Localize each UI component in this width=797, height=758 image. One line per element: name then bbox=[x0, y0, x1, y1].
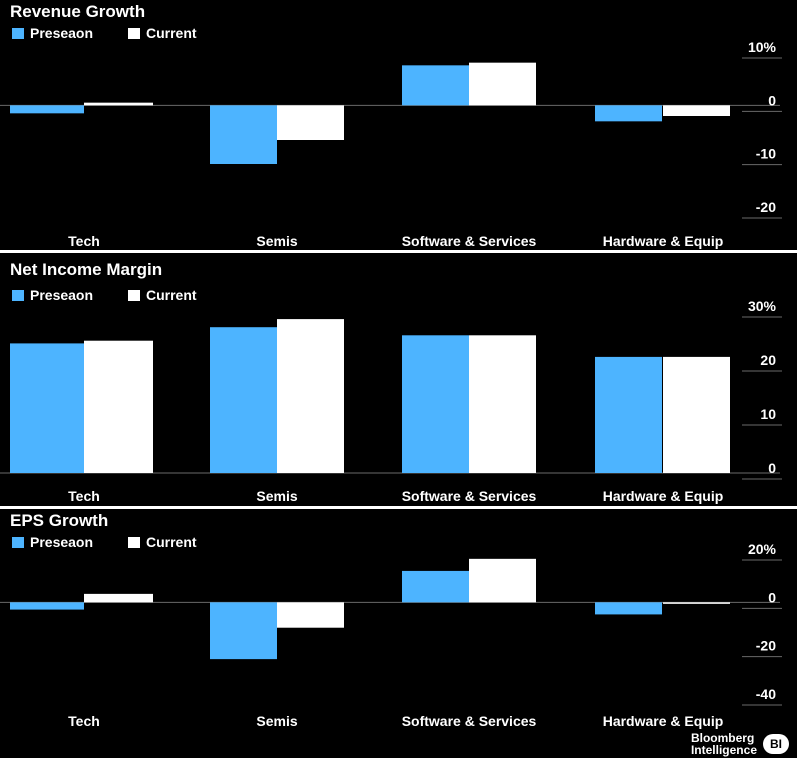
chart-title: EPS Growth bbox=[10, 511, 108, 530]
bar-preseason-0 bbox=[10, 343, 84, 473]
bar-preseason-0 bbox=[10, 105, 84, 114]
y-tick-label: -20 bbox=[756, 638, 776, 654]
y-tick-label: 10% bbox=[748, 39, 777, 55]
category-label: Hardware & Equip bbox=[603, 713, 724, 729]
bar-current-2 bbox=[469, 335, 536, 473]
legend-swatch-preseason bbox=[12, 290, 24, 301]
bar-current-2 bbox=[469, 62, 536, 106]
brand-line-2: Intelligence bbox=[690, 743, 757, 757]
legend-swatch-current bbox=[128, 537, 140, 548]
legend-label-current: Current bbox=[146, 25, 197, 41]
y-tick-label: -40 bbox=[756, 686, 776, 702]
y-tick-label: 30% bbox=[748, 298, 777, 314]
y-tick-label: 10 bbox=[760, 406, 776, 422]
brand-line-1: Bloomberg bbox=[690, 731, 755, 745]
bar-current-1 bbox=[277, 319, 344, 473]
bar-preseason-1 bbox=[210, 327, 277, 473]
bar-preseason-2 bbox=[402, 570, 469, 603]
legend-swatch-preseason bbox=[12, 28, 24, 39]
net-income-margin-panel: Net Income Margin Preseaon Current 30% 20 10 0… bbox=[0, 253, 797, 506]
category-label: Semis bbox=[256, 488, 297, 504]
eps-growth-panel: EPS Growth Preseaon Current 20% 0 -20 -40 Tech S… bbox=[0, 509, 797, 758]
y-tick-label: -10 bbox=[756, 146, 776, 162]
y-tick-label: 20 bbox=[760, 352, 776, 368]
revenue-growth-panel: Revenue Growth Preseaon Current 10% 0 -10 -20 T… bbox=[0, 0, 797, 250]
bar-current-1 bbox=[277, 105, 344, 140]
bar-current-3 bbox=[663, 105, 730, 116]
legend-label-current: Current bbox=[146, 534, 197, 550]
bar-current-0 bbox=[84, 340, 153, 473]
legend-swatch-current bbox=[128, 290, 140, 301]
legend-label-current: Current bbox=[146, 287, 197, 303]
bar-preseason-3 bbox=[595, 356, 662, 473]
category-label: Software & Services bbox=[402, 233, 537, 249]
bar-preseason-2 bbox=[402, 65, 469, 106]
legend-label-preseason: Preseaon bbox=[30, 287, 93, 303]
y-tick-label: -20 bbox=[756, 199, 776, 215]
panel-divider bbox=[0, 250, 797, 253]
net-income-margin-chart: Net Income Margin Preseaon Current 30% 20 10 0… bbox=[0, 260, 782, 504]
chart-title: Net Income Margin bbox=[10, 260, 162, 279]
category-label: Hardware & Equip bbox=[603, 233, 724, 249]
bar-current-0 bbox=[84, 593, 153, 603]
bar-current-1 bbox=[277, 602, 344, 628]
bar-preseason-1 bbox=[210, 105, 277, 164]
panel-divider bbox=[0, 506, 797, 509]
revenue-growth-chart: Revenue Growth Preseaon Current 10% 0 -10 -20 T… bbox=[0, 2, 782, 249]
category-label: Tech bbox=[68, 233, 100, 249]
category-label: Semis bbox=[256, 713, 297, 729]
legend-swatch-current bbox=[128, 28, 140, 39]
category-label: Tech bbox=[68, 713, 100, 729]
bloomberg-intelligence-logo: Bloomberg Intelligence bbox=[691, 732, 757, 756]
bar-preseason-3 bbox=[595, 105, 662, 122]
category-label: Software & Services bbox=[402, 488, 537, 504]
bar-preseason-3 bbox=[595, 602, 662, 615]
chart-title: Revenue Growth bbox=[10, 2, 145, 21]
bar-current-0 bbox=[84, 102, 153, 106]
category-label: Tech bbox=[68, 488, 100, 504]
bar-preseason-0 bbox=[10, 602, 84, 610]
y-tick-label: 20% bbox=[748, 541, 777, 557]
bar-preseason-1 bbox=[210, 602, 277, 660]
category-label: Hardware & Equip bbox=[603, 488, 724, 504]
bar-current-2 bbox=[469, 558, 536, 603]
legend-label-preseason: Preseaon bbox=[30, 25, 93, 41]
eps-growth-chart: EPS Growth Preseaon Current 20% 0 -20 -40 Tech S… bbox=[0, 511, 782, 729]
bi-badge-icon: BI bbox=[763, 734, 789, 754]
bar-preseason-2 bbox=[402, 335, 469, 473]
y-tick-label: 0 bbox=[768, 589, 776, 605]
category-label: Software & Services bbox=[402, 713, 537, 729]
bar-current-3 bbox=[663, 356, 730, 473]
legend-label-preseason: Preseaon bbox=[30, 534, 93, 550]
category-label: Semis bbox=[256, 233, 297, 249]
legend-swatch-preseason bbox=[12, 537, 24, 548]
y-tick-label: 0 bbox=[768, 92, 776, 108]
bar-current-3 bbox=[663, 602, 730, 604]
y-tick-label: 0 bbox=[768, 460, 776, 476]
